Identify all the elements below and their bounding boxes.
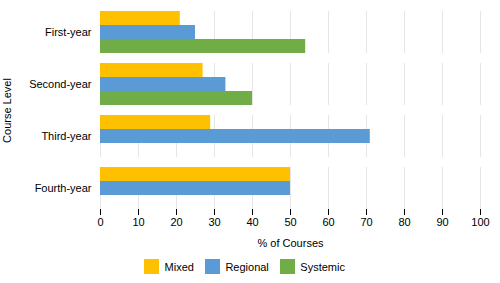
svg-text:0: 0 — [97, 216, 103, 228]
svg-text:10: 10 — [132, 216, 144, 228]
svg-text:% of Courses: % of Courses — [257, 237, 324, 249]
svg-text:First-year: First-year — [45, 26, 92, 38]
svg-text:Fourth-year: Fourth-year — [35, 182, 92, 194]
svg-text:20: 20 — [170, 216, 182, 228]
html-text:Systemic: Systemic — [300, 260, 345, 273]
svg-text:100: 100 — [471, 216, 489, 228]
html-text:Regional: Regional — [225, 260, 269, 273]
svg-text:40: 40 — [246, 216, 258, 228]
svg-text:90: 90 — [436, 216, 448, 228]
svg-text:Third-year: Third-year — [41, 130, 91, 142]
html-text:Mixed: Mixed — [164, 260, 194, 273]
svg-text:70: 70 — [360, 216, 372, 228]
svg-text:80: 80 — [398, 216, 410, 228]
svg-text:30: 30 — [208, 216, 220, 228]
svg-text:Second-year: Second-year — [29, 78, 92, 90]
svg-text:Course Level: Course Level — [1, 78, 13, 143]
svg-text:60: 60 — [322, 216, 334, 228]
svg-text:50: 50 — [284, 216, 296, 228]
